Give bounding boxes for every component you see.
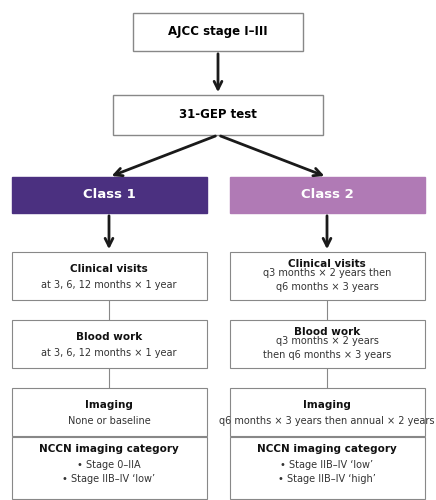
Bar bbox=[11, 320, 207, 368]
Bar bbox=[11, 252, 207, 300]
Bar bbox=[11, 177, 207, 213]
Text: • Stage 0–IIA
• Stage IIB–IV ‘low’: • Stage 0–IIA • Stage IIB–IV ‘low’ bbox=[62, 460, 156, 483]
Text: q3 months × 2 years
then q6 months × 3 years: q3 months × 2 years then q6 months × 3 y… bbox=[263, 336, 391, 359]
Text: • Stage IIB–IV ‘low’
• Stage IIB–IV ‘high’: • Stage IIB–IV ‘low’ • Stage IIB–IV ‘hig… bbox=[278, 460, 376, 483]
Text: 31-GEP test: 31-GEP test bbox=[179, 108, 257, 122]
Bar bbox=[229, 437, 425, 499]
Text: NCCN imaging category: NCCN imaging category bbox=[39, 444, 179, 454]
Text: at 3, 6, 12 months × 1 year: at 3, 6, 12 months × 1 year bbox=[41, 280, 177, 290]
Text: Imaging: Imaging bbox=[85, 400, 133, 410]
Bar bbox=[11, 437, 207, 499]
Text: Clinical visits: Clinical visits bbox=[70, 264, 148, 274]
Bar bbox=[229, 252, 425, 300]
Bar bbox=[113, 95, 323, 135]
Text: at 3, 6, 12 months × 1 year: at 3, 6, 12 months × 1 year bbox=[41, 348, 177, 358]
Bar bbox=[229, 320, 425, 368]
Bar bbox=[133, 13, 303, 51]
Bar bbox=[229, 388, 425, 436]
Text: AJCC stage I–III: AJCC stage I–III bbox=[168, 26, 268, 38]
Bar bbox=[229, 177, 425, 213]
Text: q3 months × 2 years then
q6 months × 3 years: q3 months × 2 years then q6 months × 3 y… bbox=[263, 268, 391, 291]
Text: Class 2: Class 2 bbox=[301, 188, 353, 202]
Text: Blood work: Blood work bbox=[76, 332, 142, 342]
Text: Clinical visits: Clinical visits bbox=[288, 259, 366, 269]
Text: Blood work: Blood work bbox=[294, 327, 360, 337]
Text: q6 months × 3 years then annual × 2 years: q6 months × 3 years then annual × 2 year… bbox=[219, 416, 435, 426]
Bar bbox=[11, 388, 207, 436]
Text: None or baseline: None or baseline bbox=[68, 416, 150, 426]
Text: Imaging: Imaging bbox=[303, 400, 351, 410]
Text: NCCN imaging category: NCCN imaging category bbox=[257, 444, 397, 454]
Text: Class 1: Class 1 bbox=[83, 188, 135, 202]
